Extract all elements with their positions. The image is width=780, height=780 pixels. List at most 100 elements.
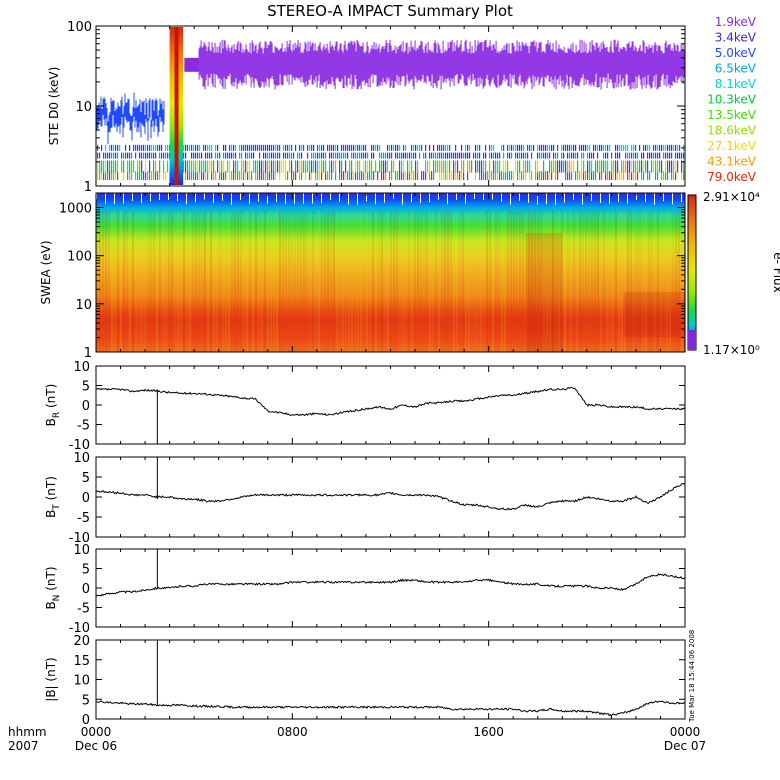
ste-noise-mark: [485, 152, 487, 159]
ste-noise-mark: [667, 144, 669, 151]
ste-noise-mark: [647, 144, 649, 151]
swea-gap-mark: [258, 193, 259, 202]
swea-gap-mark: [555, 193, 556, 205]
ste-noise-mark: [193, 144, 195, 151]
ste-noise-mark: [539, 171, 541, 181]
ste-noise-mark: [131, 152, 133, 159]
ste-noise-mark: [463, 152, 465, 159]
ste-noise-mark: [317, 152, 319, 159]
ste-noise-mark: [617, 144, 619, 151]
swea-column-variation: [141, 211, 143, 352]
ste-noise-mark: [571, 160, 573, 173]
swea-gap-mark: [618, 193, 619, 202]
y-tick-label: -10: [69, 531, 90, 546]
ste-noise-mark: [553, 160, 555, 173]
swea-column-variation: [561, 211, 563, 352]
ste-noise-mark: [569, 171, 571, 181]
ste-noise-mark: [441, 144, 443, 151]
ste-noise-mark: [681, 152, 683, 159]
ste-noise-mark: [569, 152, 571, 159]
ste-noise-mark: [399, 152, 401, 159]
ste-noise-mark: [509, 152, 511, 159]
ste-noise-mark: [677, 152, 679, 159]
ste-noise-mark: [423, 152, 425, 159]
ste-noise-mark: [127, 152, 129, 159]
x-year-label: 2007: [8, 739, 39, 753]
ste-noise-mark: [211, 171, 213, 181]
ste-noise-mark: [481, 171, 483, 181]
ste-noise-mark: [105, 171, 107, 181]
ste-noise-mark: [165, 171, 167, 181]
ste-noise-mark: [359, 152, 361, 159]
ste-noise-mark: [483, 160, 485, 173]
ste-noise-mark: [279, 152, 281, 159]
ste-noise-mark: [371, 171, 373, 181]
swea-panel: 1 10 100 1000 SWEA (eV) 2.91×10⁴ 1.17×10⁰ e- Fl…: [39, 190, 780, 361]
ste-noise-mark: [609, 144, 611, 151]
ste-noise-mark: [649, 144, 651, 151]
ste-noise-mark: [159, 152, 161, 159]
ste-noise-mark: [187, 160, 189, 173]
ste-noise-mark: [159, 171, 161, 181]
ste-noise-mark: [301, 171, 303, 181]
ste-noise-mark: [295, 144, 297, 151]
ste-noise-mark: [285, 160, 287, 173]
ste-noise-mark: [317, 160, 319, 173]
ste-noise-mark: [543, 160, 545, 173]
ste-noise-mark: [279, 144, 281, 151]
swea-column-variation: [213, 211, 215, 352]
legend-entry: 3.4keV: [715, 31, 757, 45]
ste-noise-mark: [141, 152, 143, 159]
swea-gap-mark: [438, 193, 439, 200]
ste-noise-mark: [605, 160, 607, 173]
ste-noise-mark: [211, 160, 213, 173]
swea-column-variation: [525, 211, 527, 352]
ste-noise-mark: [273, 152, 275, 159]
ste-noise-mark: [159, 144, 161, 151]
swea-column-variation: [135, 211, 137, 352]
ste-noise-mark: [517, 144, 519, 151]
legend-entry: 5.0keV: [715, 46, 757, 60]
ste-noise-mark: [663, 171, 665, 181]
ste-noise-mark: [357, 152, 359, 159]
ste-noise-mark: [629, 171, 631, 181]
ste-noise-mark: [113, 152, 115, 159]
field-panel-bt: -10 -5 0 5 10 BT (nT): [44, 451, 686, 546]
ste-noise-mark: [165, 152, 167, 159]
ste-noise-mark: [599, 171, 601, 181]
ste-noise-mark: [585, 171, 587, 181]
swea-column-variation: [630, 211, 632, 352]
swea-column-variation: [531, 211, 533, 352]
ste-noise-mark: [555, 160, 557, 173]
ste-noise-mark: [145, 152, 147, 159]
ste-noise-mark: [151, 152, 153, 159]
ste-noise-mark: [129, 152, 131, 159]
ste-noise-mark: [111, 160, 113, 173]
colorbar: [688, 195, 696, 350]
swea-gap-mark: [573, 193, 574, 200]
ste-noise-mark: [245, 160, 247, 173]
swea-column-variation: [423, 211, 425, 352]
ste-noise-mark: [401, 160, 403, 173]
ste-noise-mark: [619, 144, 621, 151]
ste-noise-mark: [583, 171, 585, 181]
ste-noise-mark: [251, 152, 253, 159]
swea-column-variation: [639, 211, 641, 352]
ste-noise-mark: [229, 160, 231, 173]
swea-column-variation: [111, 211, 113, 352]
swea-column-variation: [390, 211, 392, 352]
ste-noise-mark: [503, 160, 505, 173]
ste-noise-mark: [355, 152, 357, 159]
ste-noise-mark: [399, 144, 401, 151]
ste-noise-mark: [353, 171, 355, 181]
ste-noise-mark: [125, 152, 127, 159]
ste-noise-mark: [683, 171, 685, 181]
ste-noise-mark: [535, 160, 537, 173]
ste-noise-mark: [259, 144, 261, 151]
ste-noise-mark: [461, 160, 463, 173]
ste-noise-mark: [337, 152, 339, 159]
ste-noise-mark: [325, 160, 327, 173]
swea-column-variation: [567, 211, 569, 352]
swea-column-variation: [435, 211, 437, 352]
swea-column-variation: [264, 211, 266, 352]
